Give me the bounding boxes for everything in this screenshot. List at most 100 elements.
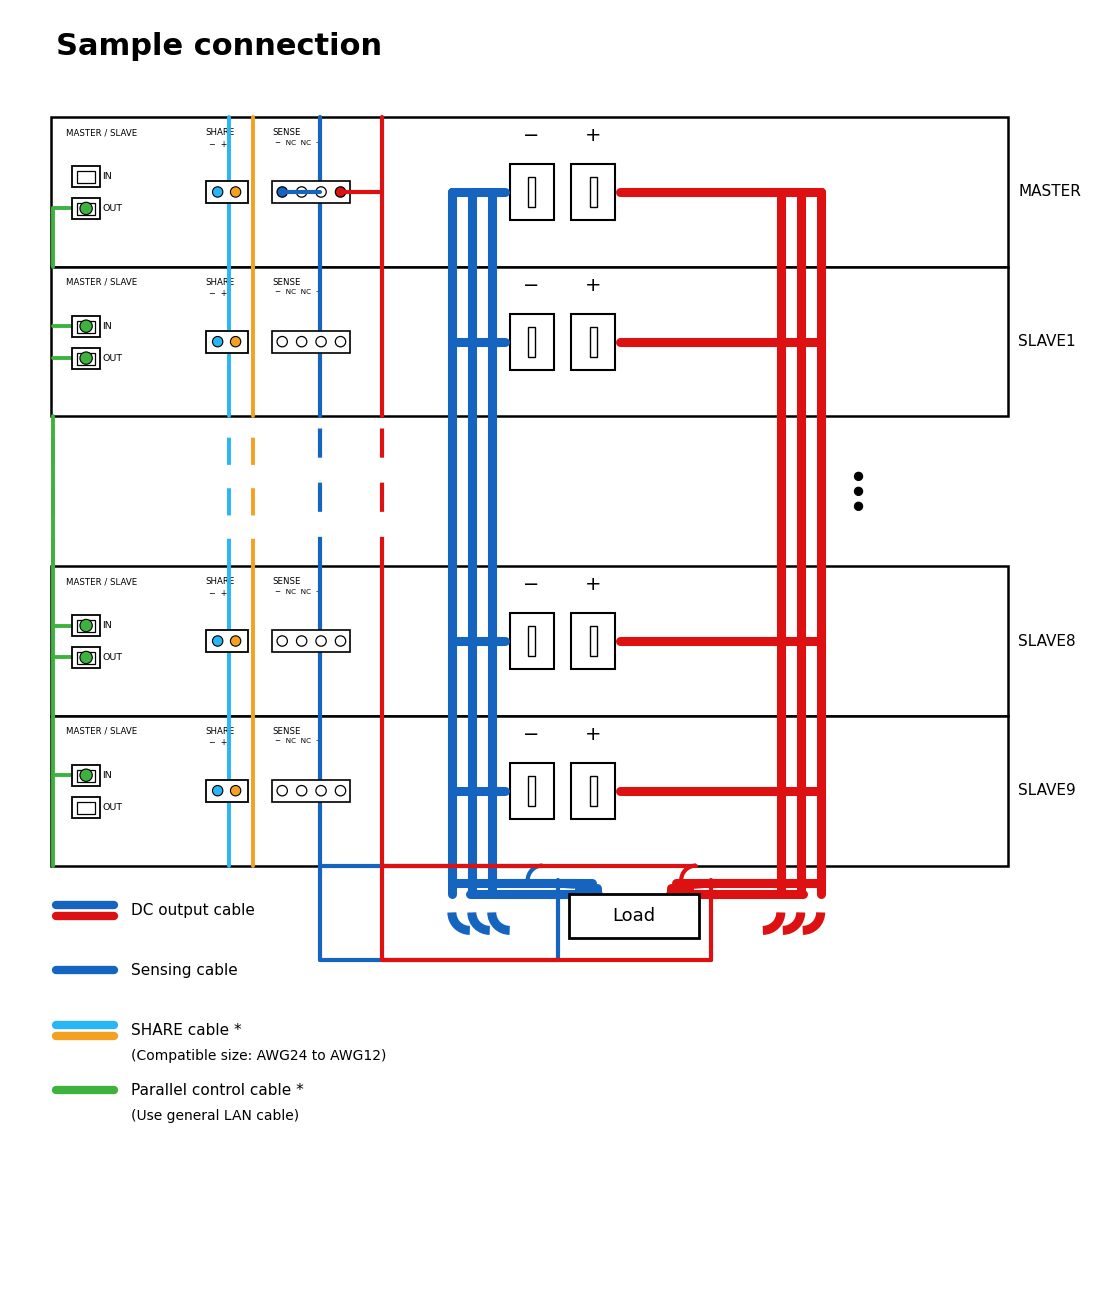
Bar <box>52 117 1008 267</box>
Bar <box>590 177 597 207</box>
Bar <box>73 615 100 636</box>
Circle shape <box>297 636 307 647</box>
Text: OUT: OUT <box>102 354 122 363</box>
Bar <box>509 314 553 369</box>
Text: OUT: OUT <box>102 204 122 213</box>
Bar <box>528 626 536 656</box>
Bar <box>206 181 248 203</box>
Bar <box>273 780 350 802</box>
Text: SLAVE1: SLAVE1 <box>1018 334 1076 349</box>
Bar <box>572 164 615 219</box>
Bar <box>77 352 95 364</box>
Text: −  NC  NC  +: − NC NC + <box>275 289 322 296</box>
Text: DC output cable: DC output cable <box>131 902 255 918</box>
Circle shape <box>316 187 327 198</box>
Text: SHARE: SHARE <box>206 577 235 586</box>
Text: IN: IN <box>102 771 112 780</box>
Bar <box>509 763 553 818</box>
Bar <box>206 780 248 802</box>
Bar <box>206 630 248 652</box>
Circle shape <box>277 636 287 647</box>
Circle shape <box>336 785 345 795</box>
Text: MASTER / SLAVE: MASTER / SLAVE <box>66 727 138 736</box>
Text: +: + <box>585 576 602 594</box>
Circle shape <box>80 352 92 364</box>
Text: (Compatible size: AWG24 to AWG12): (Compatible size: AWG24 to AWG12) <box>131 1050 386 1062</box>
Bar <box>52 567 1008 715</box>
Text: SHARE: SHARE <box>206 278 235 287</box>
Bar <box>73 167 100 187</box>
Circle shape <box>80 769 92 781</box>
Circle shape <box>80 320 92 332</box>
Text: −  +: − + <box>209 589 227 598</box>
Text: −: − <box>524 127 540 145</box>
Circle shape <box>316 337 327 347</box>
Text: +: + <box>585 276 602 294</box>
Circle shape <box>277 337 287 347</box>
Bar <box>73 198 100 219</box>
Circle shape <box>297 337 307 347</box>
Bar <box>509 613 553 669</box>
Text: SHARE: SHARE <box>206 128 235 137</box>
Circle shape <box>230 337 241 347</box>
Circle shape <box>230 785 241 795</box>
Text: MASTER / SLAVE: MASTER / SLAVE <box>66 278 138 287</box>
Circle shape <box>336 187 345 198</box>
Text: IN: IN <box>102 621 112 630</box>
Text: −  +: − + <box>209 738 227 747</box>
Bar <box>206 330 248 352</box>
Bar <box>590 626 597 656</box>
Text: Parallel control cable *: Parallel control cable * <box>131 1083 304 1097</box>
Circle shape <box>297 785 307 795</box>
Text: (Use general LAN cable): (Use general LAN cable) <box>131 1109 299 1123</box>
Bar <box>528 776 536 806</box>
Circle shape <box>230 636 241 647</box>
Bar <box>590 776 597 806</box>
Text: SENSE: SENSE <box>273 128 301 137</box>
Circle shape <box>80 203 92 214</box>
Circle shape <box>212 187 223 198</box>
Bar <box>77 802 95 813</box>
Circle shape <box>277 785 287 795</box>
Bar <box>273 181 350 203</box>
Text: −: − <box>524 724 540 744</box>
Bar <box>509 164 553 219</box>
Bar <box>77 170 95 183</box>
Bar <box>52 715 1008 865</box>
Circle shape <box>316 636 327 647</box>
Text: MASTER / SLAVE: MASTER / SLAVE <box>66 128 138 137</box>
Circle shape <box>855 487 862 496</box>
Text: Load: Load <box>613 908 656 926</box>
Bar <box>73 797 100 817</box>
Text: MASTER: MASTER <box>1018 185 1081 200</box>
Text: SLAVE9: SLAVE9 <box>1018 784 1076 798</box>
Text: −  +: − + <box>209 289 227 298</box>
Bar <box>77 769 95 782</box>
Text: OUT: OUT <box>102 803 122 812</box>
Text: SENSE: SENSE <box>273 577 301 586</box>
Text: Sample connection: Sample connection <box>56 32 383 61</box>
Bar <box>572 763 615 818</box>
Text: SENSE: SENSE <box>273 727 301 736</box>
Text: IN: IN <box>102 321 112 330</box>
Bar <box>73 764 100 786</box>
Bar <box>52 267 1008 417</box>
Text: Sensing cable: Sensing cable <box>131 963 238 977</box>
Text: IN: IN <box>102 172 112 181</box>
Bar <box>572 314 615 369</box>
Text: −: − <box>524 276 540 294</box>
Bar <box>273 630 350 652</box>
Text: SENSE: SENSE <box>273 278 301 287</box>
Bar <box>73 316 100 337</box>
Bar <box>73 647 100 667</box>
Text: −  NC  NC  +: − NC NC + <box>275 139 322 146</box>
Circle shape <box>80 620 92 631</box>
Text: +: + <box>585 724 602 744</box>
Text: SLAVE8: SLAVE8 <box>1018 634 1076 648</box>
Text: OUT: OUT <box>102 653 122 662</box>
Circle shape <box>297 187 307 198</box>
Circle shape <box>212 636 223 647</box>
Bar <box>77 203 95 214</box>
Text: SHARE cable *: SHARE cable * <box>131 1022 242 1038</box>
Circle shape <box>316 785 327 795</box>
